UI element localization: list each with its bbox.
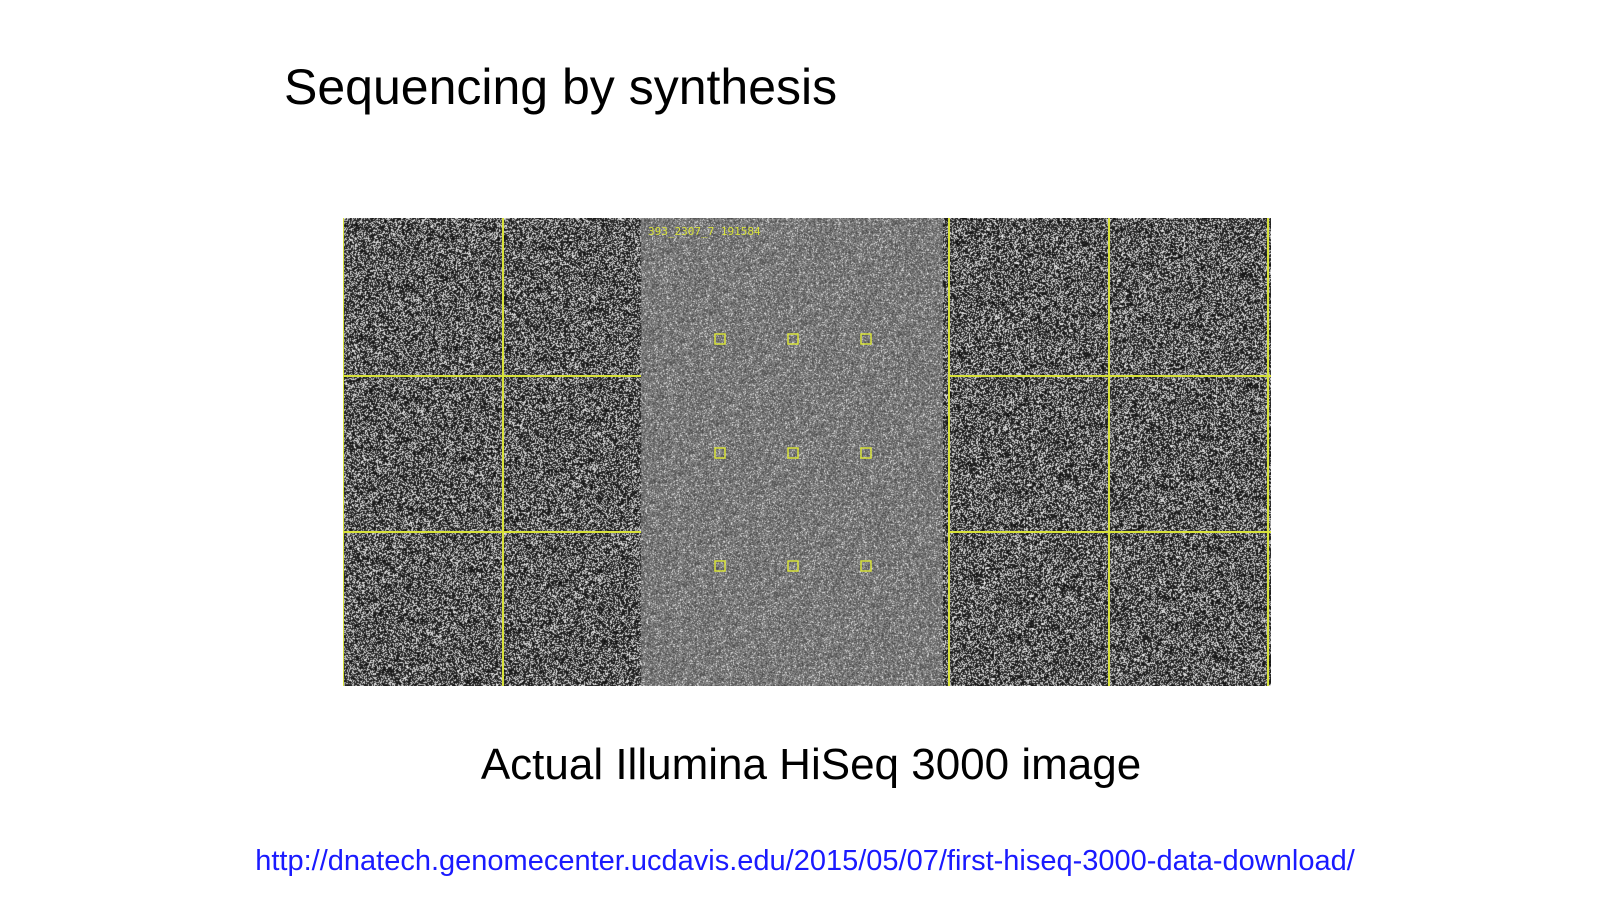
- cluster-marker-3-2: [787, 560, 799, 572]
- cluster-marker-2-2: [787, 447, 799, 459]
- cluster-marker-1-2: [787, 333, 799, 345]
- cluster-noise-canvas: [343, 218, 1271, 686]
- tile-coordinate-label: 393_2307_7 191584: [648, 225, 761, 238]
- figure-caption: Actual Illumina HiSeq 3000 image: [480, 740, 1142, 789]
- cluster-marker-1-1: [714, 333, 726, 345]
- cluster-marker-3-3: [860, 560, 872, 572]
- cluster-marker-1-3: [860, 333, 872, 345]
- slide-title: Sequencing by synthesis: [284, 59, 838, 115]
- tile-grid-lines: [343, 218, 1271, 686]
- source-link[interactable]: http://dnatech.genomecenter.ucdavis.edu/…: [255, 845, 1355, 877]
- hiseq-flowcell-image: 393_2307_7 191584: [343, 218, 1271, 686]
- cluster-markers: [714, 333, 872, 572]
- cluster-marker-3-1: [714, 560, 726, 572]
- grid-overlay: 393_2307_7 191584: [343, 218, 1271, 686]
- cluster-marker-2-1: [714, 447, 726, 459]
- cluster-marker-2-3: [860, 447, 872, 459]
